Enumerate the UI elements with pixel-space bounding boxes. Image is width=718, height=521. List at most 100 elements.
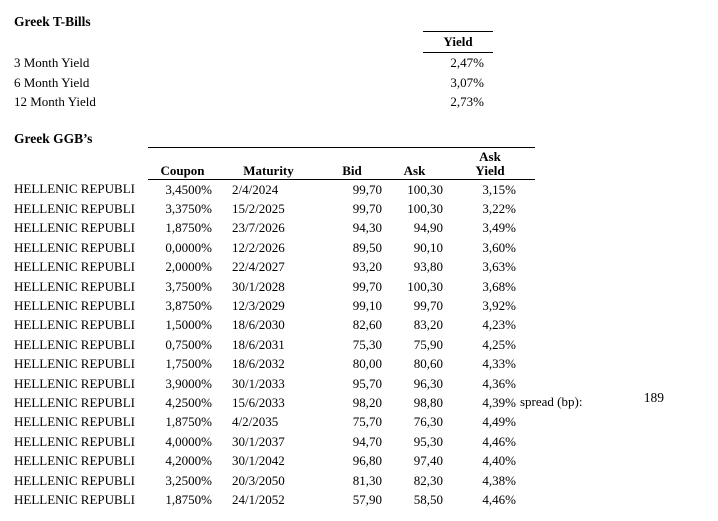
cell-ask: 76,30 bbox=[413, 414, 443, 430]
header-ask: Ask bbox=[384, 147, 445, 180]
cell-ask-yield: 4,25% bbox=[482, 336, 516, 352]
header-ask-yield-line1: Ask bbox=[479, 149, 501, 164]
cell-ask-yield: 4,39% bbox=[482, 394, 516, 410]
cell-name: HELLENIC REPUBLI bbox=[14, 239, 135, 255]
cell-coupon: 2,0000% bbox=[165, 259, 212, 275]
cell-ask: 93,80 bbox=[413, 259, 443, 275]
cell-name: HELLENIC REPUBLI bbox=[14, 181, 135, 197]
cell-coupon: 3,9000% bbox=[165, 375, 212, 391]
cell-maturity: 12/2/2026 bbox=[232, 239, 285, 255]
cell-maturity: 23/7/2026 bbox=[232, 220, 285, 236]
table-row: HELLENIC REPUBLI 1,8750% 4/2/2035 75,70 76,3… bbox=[14, 413, 535, 432]
table-row: HELLENIC REPUBLI 3,7500% 30/1/2028 99,70 100… bbox=[14, 277, 535, 296]
header-name-blank bbox=[14, 148, 148, 180]
cell-ask: 82,30 bbox=[413, 472, 443, 488]
table-row: HELLENIC REPUBLI 3,2500% 20/3/2050 81,30 82,… bbox=[14, 471, 535, 490]
cell-ask: 100,30 bbox=[407, 278, 443, 294]
table-row: HELLENIC REPUBLI 3,9000% 30/1/2033 95,70 96,… bbox=[14, 374, 535, 393]
tbills-row-value: 3,07% bbox=[450, 75, 484, 90]
table-row: HELLENIC REPUBLI 0,0000% 12/2/2026 89,50 90,… bbox=[14, 238, 535, 257]
cell-name: HELLENIC REPUBLI bbox=[14, 336, 135, 352]
tbills-row-label: 12 Month Yield bbox=[14, 94, 96, 109]
cell-coupon: 3,3750% bbox=[165, 201, 212, 217]
cell-bid: 99,70 bbox=[352, 201, 382, 217]
cell-bid: 57,90 bbox=[352, 491, 382, 507]
cell-ask: 98,80 bbox=[413, 394, 443, 410]
ggbs-section-title: Greek GGB’s bbox=[14, 131, 93, 146]
cell-name: HELLENIC REPUBLI bbox=[14, 220, 135, 236]
cell-name: HELLENIC REPUBLI bbox=[14, 201, 135, 217]
table-row: HELLENIC REPUBLI 3,4500% 2/4/2024 99,70 100,… bbox=[14, 180, 535, 200]
cell-bid: 99,70 bbox=[352, 278, 382, 294]
cell-maturity: 30/1/2037 bbox=[232, 433, 285, 449]
cell-maturity: 2/4/2024 bbox=[232, 181, 279, 197]
cell-name: HELLENIC REPUBLI bbox=[14, 491, 135, 507]
cell-coupon: 3,8750% bbox=[165, 298, 212, 314]
cell-ask: 100,30 bbox=[407, 201, 443, 217]
cell-bid: 99,70 bbox=[352, 181, 382, 197]
header-ask-yield: Ask Yield bbox=[445, 147, 535, 180]
cell-bid: 99,10 bbox=[352, 298, 382, 314]
cell-ask-yield: 4,49% bbox=[482, 414, 516, 430]
tbills-row-value: 2,73% bbox=[450, 94, 484, 109]
cell-coupon: 3,7500% bbox=[165, 278, 212, 294]
cell-coupon: 3,4500% bbox=[165, 181, 212, 197]
cell-ask: 90,10 bbox=[413, 239, 443, 255]
ggb-table-body: HELLENIC REPUBLI 3,4500% 2/4/2024 99,70 100,… bbox=[14, 180, 535, 510]
cell-coupon: 1,8750% bbox=[165, 220, 212, 236]
cell-bid: 93,20 bbox=[352, 259, 382, 275]
cell-name: HELLENIC REPUBLI bbox=[14, 414, 135, 430]
cell-ask-yield: 3,63% bbox=[482, 259, 516, 275]
table-row: HELLENIC REPUBLI 1,8750% 24/1/2052 57,90 58,… bbox=[14, 490, 535, 509]
tbills-row-label: 6 Month Yield bbox=[14, 75, 90, 90]
cell-name: HELLENIC REPUBLI bbox=[14, 317, 135, 333]
cell-bid: 95,70 bbox=[352, 375, 382, 391]
cell-maturity: 15/2/2025 bbox=[232, 201, 285, 217]
cell-maturity: 4/2/2035 bbox=[232, 414, 279, 430]
cell-name: HELLENIC REPUBLI bbox=[14, 375, 135, 391]
cell-ask-yield: 3,92% bbox=[482, 298, 516, 314]
cell-ask-yield: 3,60% bbox=[482, 239, 516, 255]
cell-ask: 83,20 bbox=[413, 317, 443, 333]
cell-ask: 100,30 bbox=[407, 181, 443, 197]
cell-ask-yield: 4,46% bbox=[482, 433, 516, 449]
cell-ask: 94,90 bbox=[413, 220, 443, 236]
cell-bid: 94,30 bbox=[352, 220, 382, 236]
header-ask-yield-line2: Yield bbox=[475, 163, 505, 178]
cell-coupon: 4,2000% bbox=[165, 453, 212, 469]
header-bid: Bid bbox=[320, 147, 384, 180]
cell-maturity: 18/6/2031 bbox=[232, 336, 285, 352]
cell-coupon: 3,2500% bbox=[165, 472, 212, 488]
cell-bid: 75,70 bbox=[352, 414, 382, 430]
table-row: HELLENIC REPUBLI 1,5000% 18/6/2030 82,60 83,… bbox=[14, 316, 535, 335]
cell-ask-yield: 4,23% bbox=[482, 317, 516, 333]
cell-coupon: 4,2500% bbox=[165, 394, 212, 410]
cell-bid: 96,80 bbox=[352, 453, 382, 469]
cell-maturity: 30/1/2028 bbox=[232, 278, 285, 294]
table-row: HELLENIC REPUBLI 0,7500% 18/6/2031 75,30 75,… bbox=[14, 335, 535, 354]
cell-coupon: 1,5000% bbox=[165, 317, 212, 333]
tbills-row-label: 3 Month Yield bbox=[14, 55, 90, 70]
cell-ask-yield: 3,15% bbox=[482, 181, 516, 197]
table-row: HELLENIC REPUBLI 4,2000% 30/1/2042 96,80 97,… bbox=[14, 451, 535, 470]
cell-ask: 80,60 bbox=[413, 356, 443, 372]
cell-ask-yield: 3,49% bbox=[482, 220, 516, 236]
table-row: HELLENIC REPUBLI 4,2500% 15/6/2033 98,20 98,… bbox=[14, 393, 535, 412]
cell-coupon: 0,0000% bbox=[165, 239, 212, 255]
cell-bid: 98,20 bbox=[352, 394, 382, 410]
cell-bid: 80,00 bbox=[352, 356, 382, 372]
cell-coupon: 1,8750% bbox=[165, 414, 212, 430]
cell-ask-yield: 4,40% bbox=[482, 453, 516, 469]
cell-maturity: 20/3/2050 bbox=[232, 472, 285, 488]
cell-maturity: 30/1/2033 bbox=[232, 375, 285, 391]
cell-name: HELLENIC REPUBLI bbox=[14, 394, 135, 410]
cell-maturity: 24/1/2052 bbox=[232, 491, 285, 507]
cell-ask: 75,90 bbox=[413, 336, 443, 352]
cell-ask-yield: 4,46% bbox=[482, 491, 516, 507]
cell-ask-yield: 4,38% bbox=[482, 472, 516, 488]
cell-maturity: 18/6/2032 bbox=[232, 356, 285, 372]
cell-maturity: 15/6/2033 bbox=[232, 394, 285, 410]
cell-ask-yield: 4,33% bbox=[482, 356, 516, 372]
cell-bid: 94,70 bbox=[352, 433, 382, 449]
